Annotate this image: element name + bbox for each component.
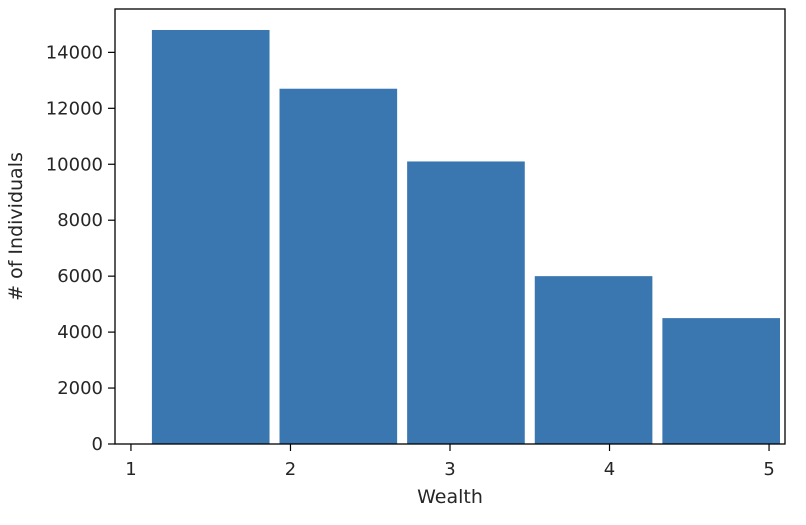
- y-tick-label: 14000: [46, 42, 103, 63]
- y-tick-label: 10000: [46, 154, 103, 175]
- y-tick-label: 6000: [57, 266, 103, 287]
- y-tick-label: 2000: [57, 378, 103, 399]
- bar-4: [534, 276, 653, 444]
- bar-3: [407, 161, 525, 444]
- y-tick-label: 4000: [57, 322, 103, 343]
- bar-2: [279, 88, 398, 444]
- bar-1: [151, 29, 270, 444]
- plot-frame: [114, 8, 786, 445]
- x-tick-label: 2: [285, 459, 296, 480]
- y-tick-label: 0: [92, 434, 103, 455]
- ticks: 1 2 3 4 5 0 2000 4000 6000 8000 10000 12000 14000: [46, 42, 775, 480]
- x-tick-label: 5: [763, 459, 774, 480]
- bar-5: [662, 318, 780, 444]
- y-tick-label: 8000: [57, 210, 103, 231]
- y-tick-label: 12000: [46, 98, 103, 119]
- x-tick-label: 1: [125, 459, 136, 480]
- x-tick-label: 3: [444, 459, 455, 480]
- bars: [151, 29, 780, 444]
- x-tick-label: 4: [604, 459, 615, 480]
- x-axis-label: Wealth: [417, 486, 483, 508]
- y-axis-label: # of Individuals: [5, 152, 27, 301]
